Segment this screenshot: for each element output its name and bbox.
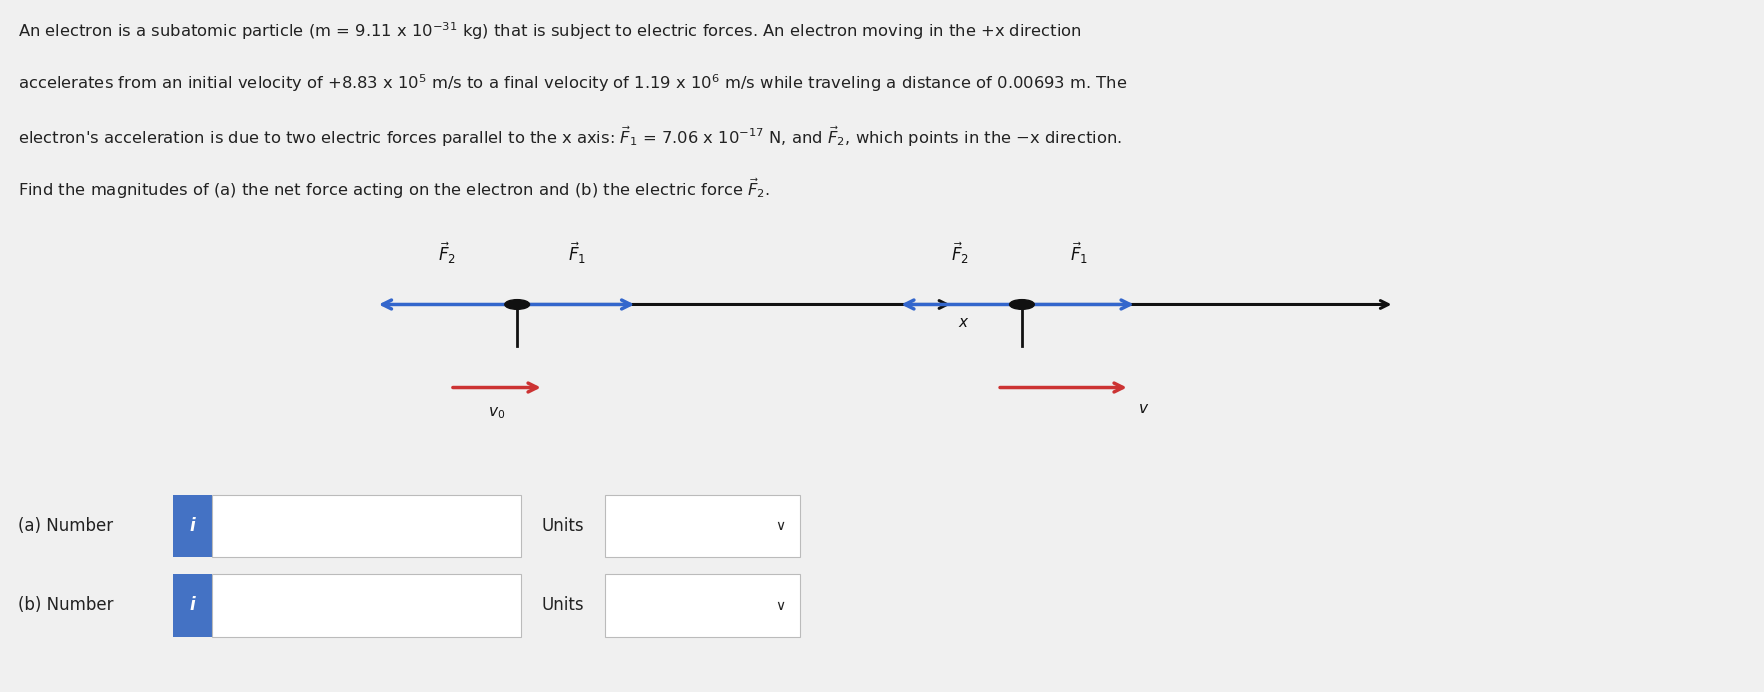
Text: Units: Units: [542, 597, 584, 614]
Text: i: i: [189, 517, 196, 535]
FancyBboxPatch shape: [605, 574, 799, 637]
FancyBboxPatch shape: [212, 574, 520, 637]
Text: i: i: [189, 597, 196, 614]
Text: $\vec{F}_2$: $\vec{F}_2$: [951, 241, 968, 266]
Text: An electron is a subatomic particle (m = 9.11 x 10$^{-31}$ kg) that is subject t: An electron is a subatomic particle (m =…: [18, 21, 1081, 42]
FancyBboxPatch shape: [173, 574, 212, 637]
Text: Find the magnitudes of (a) the net force acting on the electron and (b) the elec: Find the magnitudes of (a) the net force…: [18, 176, 769, 201]
Circle shape: [505, 300, 529, 309]
Text: Units: Units: [542, 517, 584, 535]
Text: electron's acceleration is due to two electric forces parallel to the x axis: $\: electron's acceleration is due to two el…: [18, 125, 1120, 149]
FancyBboxPatch shape: [212, 495, 520, 557]
Text: $v$: $v$: [1138, 401, 1148, 417]
Circle shape: [1009, 300, 1034, 309]
Text: $x$: $x$: [958, 315, 970, 330]
Text: (a) Number: (a) Number: [18, 517, 113, 535]
Text: $\vec{F}_1$: $\vec{F}_1$: [568, 241, 586, 266]
Text: (b) Number: (b) Number: [18, 597, 113, 614]
FancyBboxPatch shape: [173, 495, 212, 557]
Text: ∨: ∨: [774, 519, 785, 533]
Text: $\vec{F}_2$: $\vec{F}_2$: [437, 241, 455, 266]
Text: $v_0$: $v_0$: [489, 405, 505, 421]
FancyBboxPatch shape: [605, 495, 799, 557]
Text: accelerates from an initial velocity of +8.83 x 10$^5$ m/s to a final velocity o: accelerates from an initial velocity of …: [18, 73, 1127, 94]
Text: $\vec{F}_1$: $\vec{F}_1$: [1069, 241, 1088, 266]
Text: ∨: ∨: [774, 599, 785, 612]
